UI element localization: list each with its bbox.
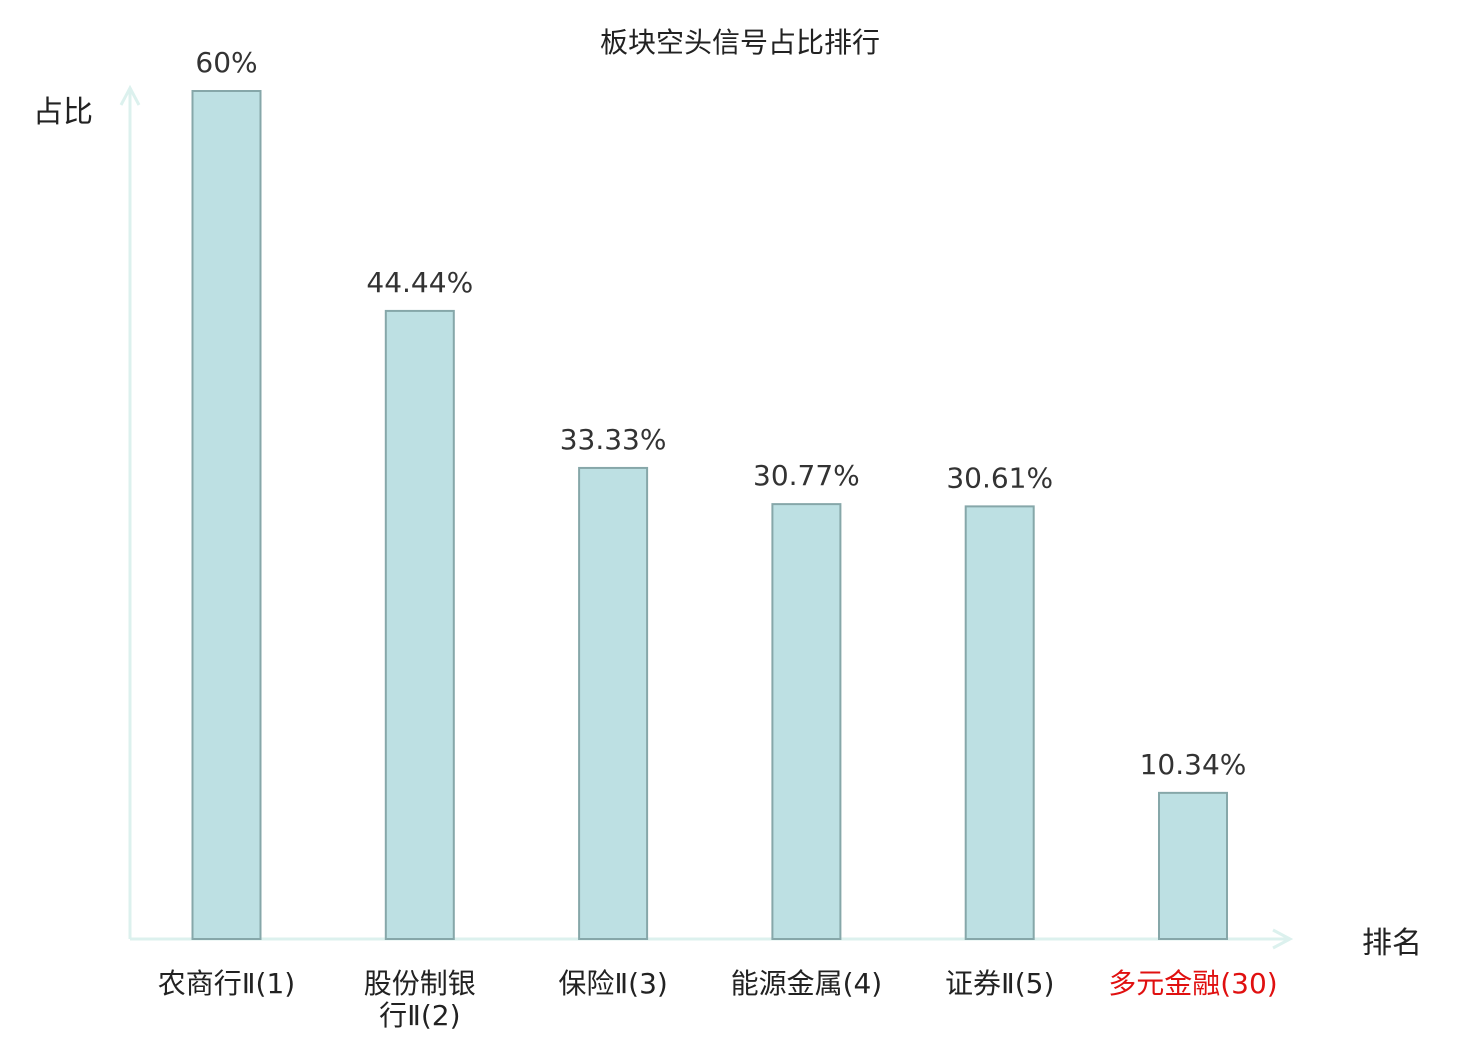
bar (384, 309, 455, 940)
category-label-line: 能源金属(4) (731, 967, 883, 1000)
y-axis-arrow (119, 84, 141, 106)
bars-group (191, 90, 1228, 940)
x-axis-arrow (1272, 928, 1294, 950)
x-axis-label: 排名 (1362, 926, 1422, 961)
value-label: 44.44% (366, 266, 473, 299)
bar (1158, 791, 1228, 940)
value-label: 30.77% (753, 459, 860, 492)
category-labels-group: 农商行Ⅱ(1) 股份制银行Ⅱ(2) 保险Ⅱ(3) 能源金属(4) 证券Ⅱ(5) 多元金融(… (158, 967, 1278, 1032)
category-label-line: 农商行Ⅱ(1) (158, 967, 295, 1000)
category-label: 股份制银行Ⅱ(2) (364, 967, 476, 1032)
category-label-line: 多元金融(30) (1108, 967, 1277, 1000)
category-label-line: 证券Ⅱ(5) (945, 967, 1054, 1000)
value-label: 33.33% (560, 423, 667, 456)
category-label: 保险Ⅱ(3) (558, 967, 667, 1000)
value-label: 30.61% (946, 461, 1053, 494)
category-label: 证券Ⅱ(5) (945, 967, 1054, 1000)
bar (578, 466, 649, 940)
bar (771, 503, 842, 940)
category-label: 多元金融(30) (1108, 967, 1277, 1000)
value-labels-group: 60% 44.44% 33.33% 30.77% 30.61% 10.34% (195, 46, 1246, 781)
y-axis-label: 占比 (33, 95, 93, 130)
category-label-line: 保险Ⅱ(3) (558, 967, 667, 1000)
category-label: 能源金属(4) (731, 967, 883, 1000)
category-label-line: 股份制银 (364, 967, 476, 1000)
value-label: 60% (195, 46, 257, 79)
bar (191, 90, 262, 940)
bar (964, 505, 1035, 940)
axes (119, 84, 1294, 950)
value-label: 10.34% (1140, 748, 1247, 781)
chart-title: 板块空头信号占比排行 (600, 26, 880, 59)
category-label-line: 行Ⅱ(2) (379, 999, 460, 1032)
category-label: 农商行Ⅱ(1) (158, 967, 295, 1000)
